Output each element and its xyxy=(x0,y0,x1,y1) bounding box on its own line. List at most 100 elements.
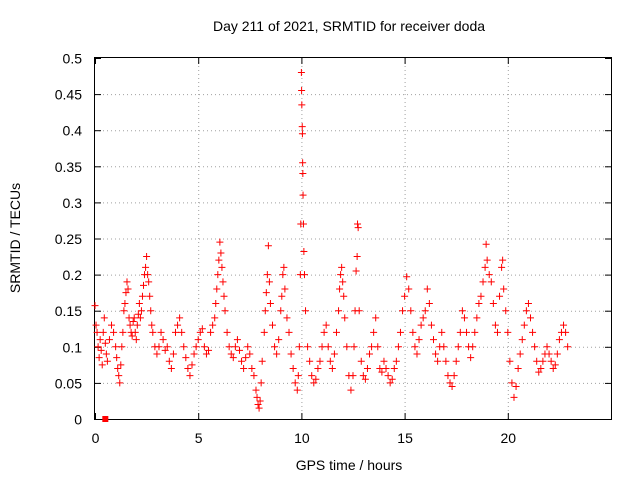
data-point xyxy=(510,393,518,401)
data-point xyxy=(217,249,225,257)
data-point xyxy=(188,361,196,369)
data-point xyxy=(271,343,279,351)
data-point xyxy=(144,271,152,279)
data-point xyxy=(257,379,265,387)
data-point xyxy=(324,343,332,351)
y-tick-label: 0.35 xyxy=(55,159,82,175)
data-point xyxy=(102,350,110,358)
data-point xyxy=(394,343,402,351)
data-point xyxy=(136,314,144,322)
data-point xyxy=(302,307,310,315)
data-point xyxy=(516,350,524,358)
data-point xyxy=(261,307,269,315)
y-tick-label: 0 xyxy=(74,412,82,428)
data-point xyxy=(255,404,263,412)
data-point xyxy=(143,253,151,261)
data-point xyxy=(496,292,504,300)
data-point xyxy=(401,292,409,300)
data-point xyxy=(120,307,128,315)
data-point xyxy=(489,299,497,307)
data-point xyxy=(295,343,303,351)
data-point xyxy=(481,263,489,271)
data-point xyxy=(108,321,116,329)
data-point xyxy=(438,328,446,336)
data-point xyxy=(250,372,258,380)
data-point xyxy=(169,350,177,358)
data-point xyxy=(338,263,346,271)
data-point xyxy=(378,368,386,376)
data-point xyxy=(235,346,243,354)
data-point xyxy=(205,346,213,354)
data-point xyxy=(332,328,340,336)
data-point xyxy=(551,361,559,369)
data-point xyxy=(216,238,224,246)
data-point xyxy=(549,364,557,372)
data-point xyxy=(240,364,248,372)
plot-frame xyxy=(94,57,612,420)
data-point xyxy=(182,354,190,362)
data-point xyxy=(450,372,458,380)
data-point xyxy=(491,321,499,329)
y-tick-label: 0.4 xyxy=(63,123,83,139)
data-point xyxy=(91,302,99,310)
data-point xyxy=(421,307,429,315)
data-point xyxy=(155,343,163,351)
data-point xyxy=(328,364,336,372)
data-point xyxy=(299,191,307,199)
data-point xyxy=(220,292,228,300)
data-point xyxy=(184,364,192,372)
data-point xyxy=(326,357,334,365)
data-point xyxy=(246,350,254,358)
data-point xyxy=(129,318,137,326)
data-point xyxy=(248,364,256,372)
x-tick-label: 0 xyxy=(92,430,100,446)
data-point xyxy=(110,328,118,336)
data-point xyxy=(95,354,103,362)
data-point xyxy=(471,328,479,336)
data-point xyxy=(174,321,182,329)
data-point xyxy=(119,328,127,336)
data-point xyxy=(427,321,435,329)
data-point xyxy=(176,314,184,322)
data-point xyxy=(473,314,481,322)
data-point xyxy=(390,364,398,372)
data-point xyxy=(469,343,477,351)
data-point xyxy=(298,130,306,138)
data-point xyxy=(137,307,145,315)
data-point xyxy=(105,336,113,344)
data-point xyxy=(508,379,516,387)
data-point xyxy=(493,328,501,336)
data-point xyxy=(117,361,125,369)
data-point xyxy=(100,314,108,322)
data-point xyxy=(297,68,305,76)
data-point xyxy=(564,343,572,351)
data-point xyxy=(285,328,293,336)
data-point xyxy=(520,321,528,329)
data-point xyxy=(310,379,318,387)
data-point xyxy=(458,307,466,315)
data-point xyxy=(448,383,456,391)
data-point xyxy=(475,299,483,307)
axis-ticks xyxy=(95,58,611,420)
data-point xyxy=(485,271,493,279)
data-point xyxy=(278,292,286,300)
data-point xyxy=(134,310,142,318)
data-point xyxy=(372,314,380,322)
data-point xyxy=(94,343,102,351)
data-point xyxy=(456,328,464,336)
data-point xyxy=(147,307,155,315)
data-point xyxy=(363,364,371,372)
data-point xyxy=(502,307,510,315)
data-point xyxy=(312,375,320,383)
data-point xyxy=(223,328,231,336)
data-point xyxy=(269,321,277,329)
data-point xyxy=(423,285,431,293)
data-point xyxy=(266,299,274,307)
marker-point xyxy=(102,416,109,422)
data-point xyxy=(149,328,157,336)
data-point xyxy=(126,321,134,329)
data-point xyxy=(209,321,217,329)
data-point xyxy=(221,307,229,315)
data-point xyxy=(545,350,553,358)
data-point xyxy=(115,372,123,380)
